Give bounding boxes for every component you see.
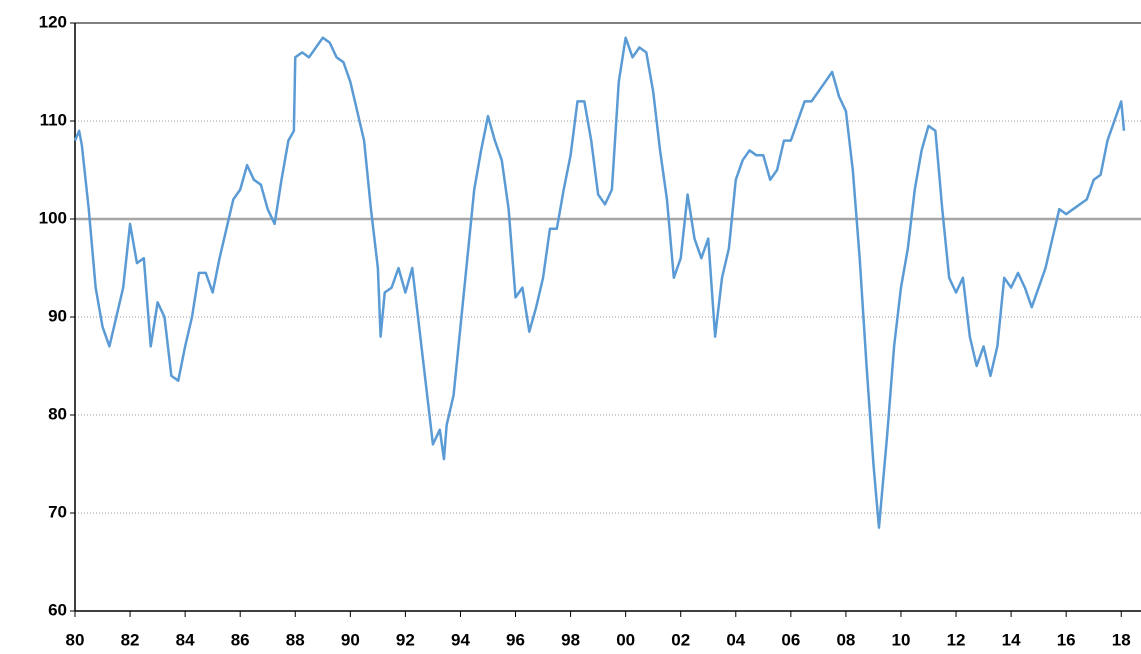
y-tick-label: 80 — [48, 404, 67, 423]
x-tick-label: 02 — [671, 630, 690, 649]
y-tick-label: 60 — [48, 600, 67, 619]
x-tick-label: 98 — [561, 630, 580, 649]
x-tick-label: 00 — [616, 630, 635, 649]
x-tick-label: 12 — [947, 630, 966, 649]
x-tick-label: 08 — [836, 630, 855, 649]
x-tick-label: 18 — [1112, 630, 1131, 649]
y-tick-label: 70 — [48, 502, 67, 521]
x-tick-label: 88 — [286, 630, 305, 649]
x-tick-label: 14 — [1002, 630, 1021, 649]
x-tick-label: 94 — [451, 630, 470, 649]
x-tick-label: 10 — [892, 630, 911, 649]
x-tick-label: 86 — [231, 630, 250, 649]
x-tick-label: 06 — [781, 630, 800, 649]
y-tick-label: 120 — [39, 12, 67, 31]
y-tick-label: 90 — [48, 306, 67, 325]
x-tick-label: 04 — [726, 630, 745, 649]
y-tick-label: 110 — [40, 110, 67, 129]
x-tick-label: 16 — [1057, 630, 1076, 649]
x-tick-label: 80 — [66, 630, 85, 649]
x-tick-label: 90 — [341, 630, 360, 649]
x-tick-label: 84 — [176, 630, 195, 649]
x-tick-label: 96 — [506, 630, 525, 649]
y-tick-label: 100 — [39, 208, 67, 227]
data-line — [73, 36, 1126, 529]
x-tick-label: 92 — [396, 630, 415, 649]
x-tick-label: 82 — [121, 630, 140, 649]
